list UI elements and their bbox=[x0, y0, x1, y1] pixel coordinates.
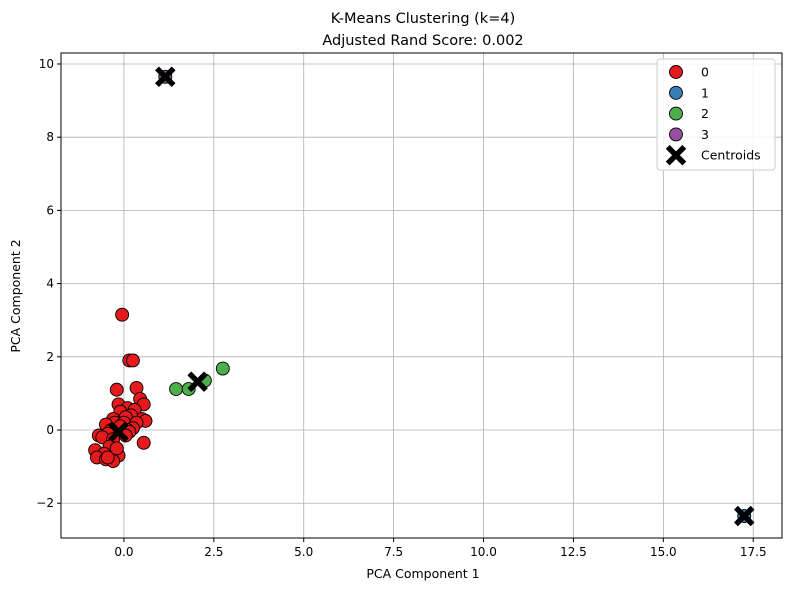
legend: 0 1 2 3 Centroids bbox=[656, 58, 776, 171]
y-tick-label: 2 bbox=[46, 350, 54, 364]
x-tick-label: 2.5 bbox=[204, 545, 223, 559]
centroid-marker bbox=[187, 371, 209, 393]
data-point-cluster-0 bbox=[115, 307, 130, 322]
legend-box bbox=[656, 58, 776, 171]
x-axis-ticks: 0.0 2.5 5.0 7.5 10.0 12.5 15.0 17.5 bbox=[114, 538, 767, 559]
data-point-cluster-0 bbox=[136, 435, 151, 450]
centroid-marker bbox=[154, 66, 176, 88]
legend-marker-centroids bbox=[665, 144, 687, 166]
y-tick-label: 10 bbox=[39, 57, 54, 71]
legend-label: 3 bbox=[701, 127, 709, 142]
x-tick-label: 0.0 bbox=[114, 545, 133, 559]
legend-marker-cluster-2 bbox=[669, 106, 683, 121]
data-point-cluster-2 bbox=[215, 361, 230, 376]
data-points bbox=[88, 69, 752, 523]
y-tick-label: −2 bbox=[36, 496, 54, 510]
legend-label: 1 bbox=[701, 85, 709, 100]
centroid-marker bbox=[108, 421, 129, 443]
y-tick-label: 0 bbox=[46, 423, 54, 437]
x-tick-label: 10.0 bbox=[470, 545, 497, 559]
y-axis-ticks: −2 0 2 4 6 8 10 bbox=[36, 57, 61, 510]
legend-marker-cluster-0 bbox=[669, 65, 683, 79]
x-axis-label: PCA Component 1 bbox=[366, 566, 479, 581]
x-tick-label: 5.0 bbox=[294, 545, 313, 559]
x-tick-label: 7.5 bbox=[384, 545, 403, 559]
centroid-markers bbox=[108, 66, 755, 527]
x-tick-label: 12.5 bbox=[560, 545, 587, 559]
y-tick-label: 4 bbox=[46, 277, 54, 291]
data-point-cluster-0 bbox=[109, 441, 124, 456]
legend-marker-cluster-1 bbox=[669, 85, 683, 100]
legend-label: 2 bbox=[701, 106, 709, 121]
chart-subtitle: Adjusted Rand Score: 0.002 bbox=[322, 33, 523, 49]
centroid-marker bbox=[733, 505, 755, 527]
data-point-cluster-0 bbox=[109, 382, 124, 397]
legend-label: Centroids bbox=[701, 148, 761, 163]
y-tick-label: 6 bbox=[46, 203, 54, 217]
x-tick-label: 17.5 bbox=[740, 545, 767, 559]
y-axis-label: PCA Component 2 bbox=[8, 239, 23, 352]
y-tick-label: 8 bbox=[46, 130, 54, 144]
legend-label: 0 bbox=[701, 65, 709, 80]
legend-marker-cluster-3 bbox=[669, 127, 683, 142]
x-tick-label: 15.0 bbox=[650, 545, 677, 559]
data-point-cluster-0 bbox=[100, 450, 115, 465]
chart-title: K-Means Clustering (k=4) bbox=[331, 11, 515, 27]
data-point-cluster-2 bbox=[169, 382, 184, 396]
data-point-cluster-0 bbox=[125, 353, 140, 368]
plot-area-frame bbox=[60, 52, 783, 539]
